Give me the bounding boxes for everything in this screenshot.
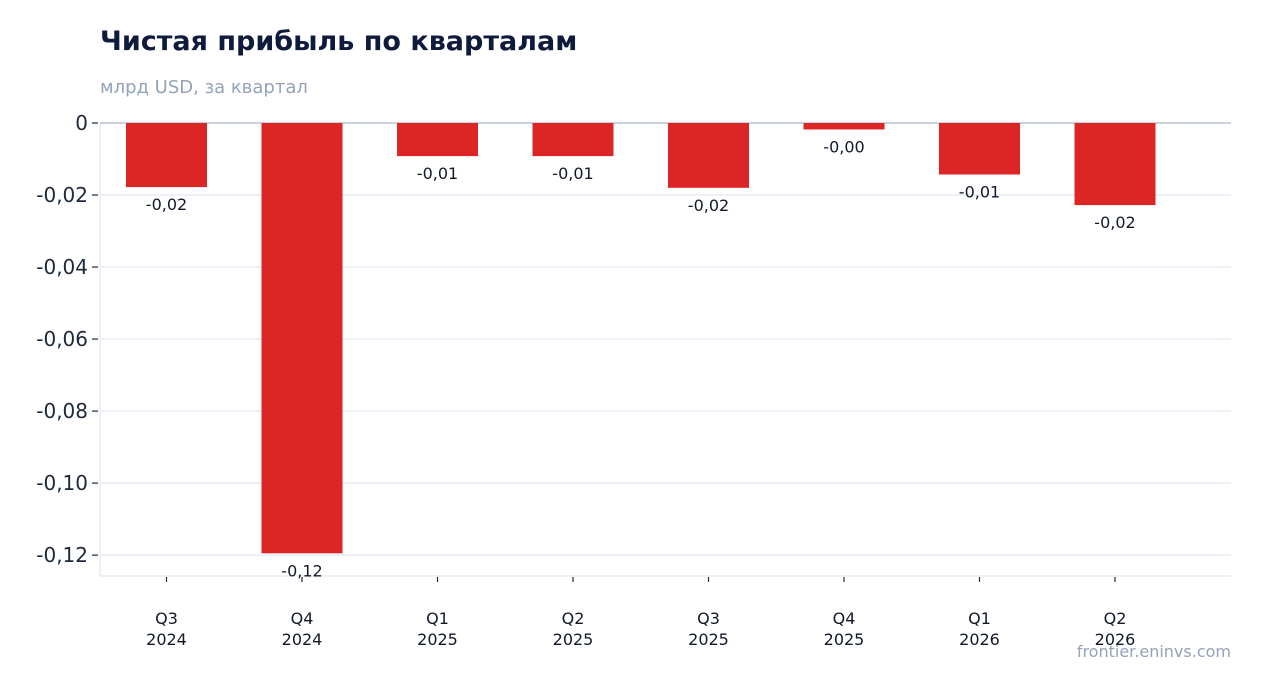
bar <box>803 123 885 130</box>
x-tick-label: 2024 <box>282 630 323 649</box>
x-tick-label: Q2 <box>562 609 585 628</box>
data-label: -0,02 <box>1094 213 1135 232</box>
chart-title: Чистая прибыль по кварталам <box>100 26 578 57</box>
x-tick-labels: Q3 2024 Q4 2024 Q1 2025 Q2 2025 Q3 2025 Q4 2025 Q1 20… <box>146 609 1135 649</box>
data-label: -0,12 <box>281 561 322 580</box>
source-watermark: frontier.eninvs.com <box>1076 642 1231 661</box>
x-tick-label: Q3 <box>155 609 178 628</box>
data-labels: -0,02 -0,12 -0,01 -0,01 -0,02 -0,00 -0,01 -0,02 <box>146 137 1136 580</box>
y-tick-labels: 0 -0,02 -0,04 -0,06 -0,08 -0,10 -0,12 <box>36 111 88 567</box>
bar <box>532 123 614 157</box>
x-tick-label: Q4 <box>833 609 856 628</box>
y-tick-label: -0,12 <box>36 543 88 567</box>
bars <box>126 123 1156 554</box>
bar <box>668 123 749 188</box>
data-label: -0,00 <box>823 137 864 156</box>
data-label: -0,02 <box>688 196 729 215</box>
x-tick-label: Q3 <box>697 609 720 628</box>
y-tick-label: -0,04 <box>36 255 88 279</box>
x-tick-label: 2025 <box>553 630 594 649</box>
x-tick-label: 2025 <box>688 630 729 649</box>
y-tick-label: -0,08 <box>36 399 88 423</box>
y-tick-label: 0 <box>75 111 88 135</box>
x-tick-label: 2026 <box>1095 630 1136 649</box>
x-tick-label: Q1 <box>968 609 991 628</box>
data-label: -0,01 <box>959 182 1000 201</box>
bar <box>939 123 1020 175</box>
data-label: -0,01 <box>552 164 593 183</box>
x-tick-label: Q1 <box>426 609 449 628</box>
bar <box>261 123 343 554</box>
data-label: -0,02 <box>146 195 187 214</box>
chart-subtitle: млрд USD, за квартал <box>100 77 308 98</box>
bar <box>397 123 478 157</box>
x-tick-label: 2025 <box>824 630 865 649</box>
data-label: -0,01 <box>417 164 458 183</box>
x-tick-label: 2025 <box>417 630 458 649</box>
y-tick-label: -0,06 <box>36 327 88 351</box>
x-tick-label: 2024 <box>146 630 187 649</box>
y-tick-label: -0,10 <box>36 471 88 495</box>
x-tick-label: 2026 <box>959 630 1000 649</box>
x-tick-label: Q2 <box>1104 609 1127 628</box>
axes <box>92 122 1231 582</box>
bar <box>126 123 207 188</box>
bar <box>1074 123 1156 206</box>
y-tick-label: -0,02 <box>36 183 88 207</box>
x-tick-label: Q4 <box>291 609 314 628</box>
